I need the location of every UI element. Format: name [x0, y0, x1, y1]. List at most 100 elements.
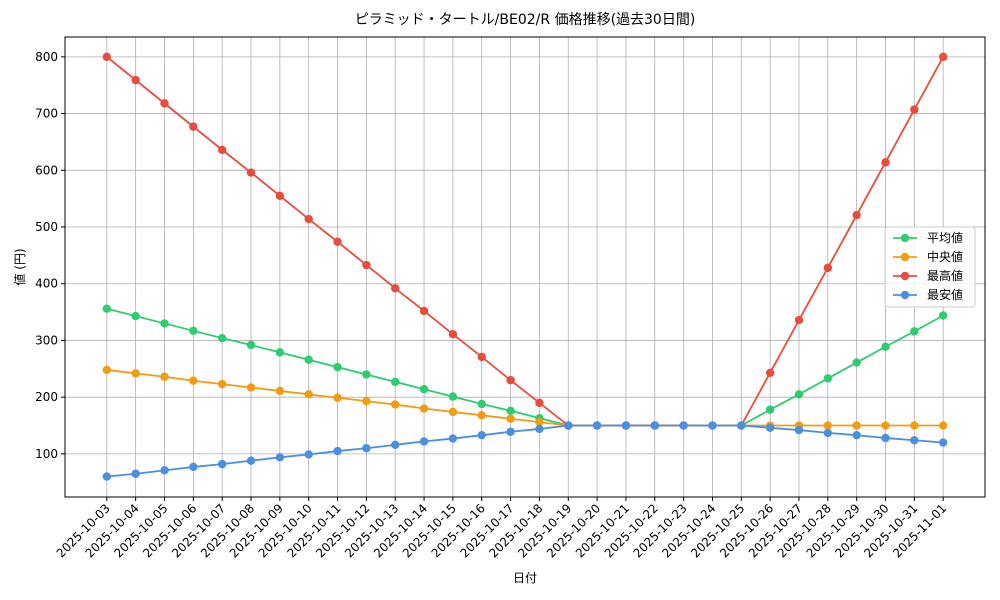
data-point — [448, 434, 458, 443]
legend-marker — [900, 252, 910, 262]
data-point — [131, 469, 140, 478]
data-point — [477, 352, 486, 362]
legend-label: 最安値 — [927, 287, 963, 302]
data-point — [535, 424, 544, 434]
data-point — [217, 459, 227, 469]
data-point — [910, 421, 919, 430]
data-point — [275, 453, 285, 462]
data-point — [246, 340, 256, 350]
data-point — [765, 405, 775, 414]
data-point — [535, 398, 544, 408]
data-point — [391, 440, 400, 450]
data-point — [131, 75, 140, 85]
data-point — [160, 372, 169, 381]
data-point — [535, 417, 544, 427]
series-line — [106, 56, 944, 427]
data-point — [391, 377, 400, 387]
data-point — [881, 433, 890, 443]
data-point — [160, 319, 169, 328]
data-point — [304, 390, 313, 399]
data-point — [592, 421, 602, 430]
data-point — [506, 414, 515, 423]
legend-marker — [900, 290, 910, 300]
data-point — [938, 311, 948, 320]
data-point — [189, 376, 198, 385]
data-point — [419, 306, 429, 316]
data-point — [794, 315, 804, 325]
y-tick-label: 300 — [35, 333, 58, 347]
data-point — [419, 404, 429, 413]
data-point — [477, 430, 486, 440]
data-point — [823, 421, 833, 430]
data-point — [391, 400, 400, 409]
data-point — [419, 437, 429, 446]
data-point — [506, 406, 515, 415]
data-point — [102, 365, 112, 375]
data-point — [333, 237, 342, 246]
y-tick-label: 700 — [35, 107, 58, 121]
data-point — [391, 284, 400, 293]
data-point — [304, 214, 313, 224]
legend-marker — [900, 233, 910, 243]
data-point — [823, 263, 833, 273]
data-point — [506, 375, 515, 385]
data-point — [765, 368, 775, 377]
data-point — [621, 421, 631, 430]
y-tick-label: 200 — [35, 390, 58, 404]
series-line — [106, 424, 944, 478]
series-line — [106, 369, 944, 427]
y-tick-label: 100 — [35, 447, 58, 461]
legend-label: 最高値 — [927, 268, 963, 283]
data-point — [448, 392, 458, 401]
data-point — [102, 472, 112, 481]
data-point — [275, 386, 285, 396]
data-point — [304, 355, 313, 364]
data-point — [679, 421, 688, 430]
data-point — [362, 260, 371, 270]
data-point — [852, 421, 861, 430]
data-point — [189, 326, 198, 336]
data-point — [246, 383, 256, 392]
data-point — [362, 396, 371, 406]
y-tick-label: 800 — [35, 50, 58, 64]
data-point — [333, 446, 342, 456]
data-point — [131, 369, 140, 378]
data-point — [506, 427, 515, 436]
data-point — [419, 385, 429, 394]
data-point — [852, 430, 861, 440]
data-point — [102, 52, 112, 62]
data-point — [650, 421, 659, 430]
legend-label: 平均値 — [927, 230, 963, 245]
data-point — [217, 333, 227, 343]
data-point — [823, 374, 833, 383]
data-point — [189, 462, 198, 472]
data-point — [708, 421, 717, 430]
y-tick-label: 400 — [35, 277, 58, 291]
data-point — [938, 52, 948, 62]
data-point — [160, 466, 169, 475]
data-point — [794, 425, 804, 435]
data-point — [160, 99, 169, 108]
data-point — [217, 379, 227, 389]
data-point — [737, 421, 746, 430]
data-point — [477, 399, 486, 409]
data-point — [938, 438, 948, 447]
legend-label: 中央値 — [927, 249, 963, 264]
chart-title: ピラミッド・タートル/BE02/R 価格推移(過去30日間) — [355, 12, 696, 28]
data-point — [362, 444, 371, 453]
data-point — [910, 327, 919, 336]
data-point — [275, 348, 285, 357]
y-axis-label: 値 (円) — [12, 248, 27, 285]
legend-box — [884, 226, 976, 308]
data-point — [304, 450, 313, 459]
data-point — [189, 122, 198, 131]
x-axis-label: 日付 — [513, 571, 537, 585]
data-point — [881, 421, 890, 430]
series-line — [106, 307, 944, 427]
data-point — [477, 411, 486, 420]
data-point — [910, 105, 919, 114]
data-point — [881, 342, 890, 351]
data-point — [246, 168, 256, 177]
data-point — [246, 456, 256, 465]
